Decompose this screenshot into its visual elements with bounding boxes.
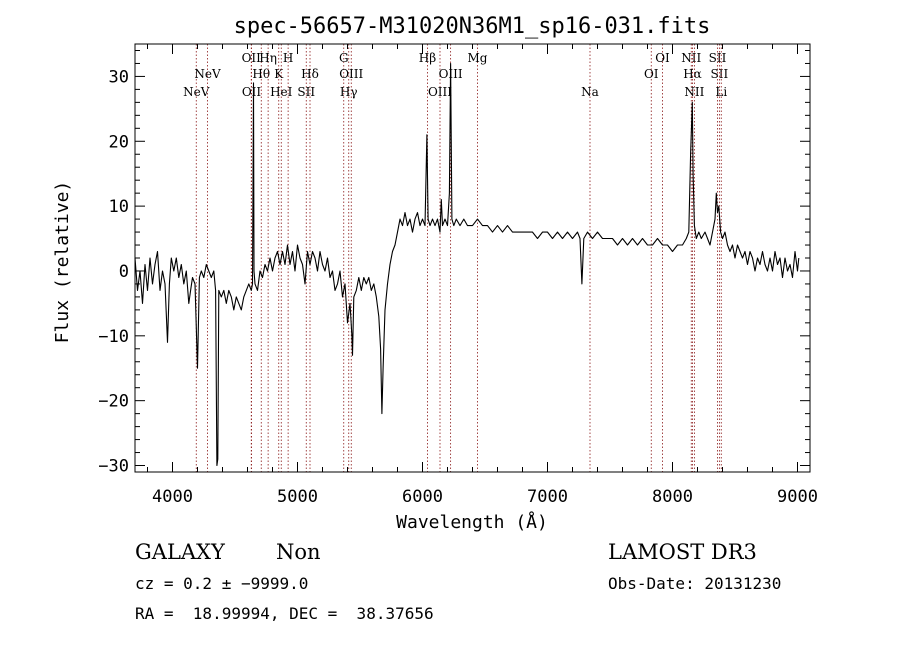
spectrum-line xyxy=(134,62,800,467)
line-marker-label-18: Na xyxy=(581,85,599,99)
x-tick-label: 9000 xyxy=(777,487,818,507)
x-axis-label: Wavelength (Å) xyxy=(396,511,548,533)
line-marker-layer: NeVNeVOIIOIIHθHηKHeIHSIIHδGHγOIIIHβOIIIO… xyxy=(183,44,728,472)
line-marker-label-4: Hθ xyxy=(252,67,270,81)
line-marker-label-22: Hα xyxy=(683,67,702,81)
plot-frame xyxy=(134,43,811,473)
line-marker-label-14: Hβ xyxy=(419,51,436,65)
line-marker-label-25: SII xyxy=(711,67,729,81)
line-marker-label-15: OIII xyxy=(428,85,452,99)
line-marker-label-24: SII xyxy=(709,51,727,65)
y-tick-label: 0 xyxy=(119,262,129,282)
spectrum-layer xyxy=(134,62,800,467)
line-marker-label-17: Mg xyxy=(468,51,488,65)
object-subclass: Non xyxy=(276,540,321,564)
line-marker-label-21: NII xyxy=(681,51,701,65)
line-marker-label-13: OIII xyxy=(339,67,363,81)
line-marker-label-8: H xyxy=(283,51,293,65)
y-tick-label: −20 xyxy=(98,392,129,412)
line-marker-label-0: NeV xyxy=(183,85,210,99)
redshift-info: cz = 0.2 ± −9999.0 xyxy=(135,574,308,593)
line-marker-label-12: Hγ xyxy=(340,85,358,99)
x-tick-label: 4000 xyxy=(152,487,193,507)
line-marker-label-11: G xyxy=(339,51,349,65)
line-marker-label-20: OI xyxy=(655,51,670,65)
x-tick-label: 6000 xyxy=(402,487,443,507)
axis-layer: 4000 5000 6000 7000 8000 9000 −30 −20 −10 0 10 20 30 xyxy=(98,44,818,507)
y-tick-label: −30 xyxy=(98,457,129,477)
y-axis-label: Flux (relative) xyxy=(52,181,73,344)
object-class: GALAXY xyxy=(135,540,226,564)
line-marker-label-19: OI xyxy=(644,67,659,81)
survey-name: LAMOST DR3 xyxy=(608,540,757,564)
x-tick-label: 5000 xyxy=(277,487,318,507)
line-marker-label-3: OII xyxy=(242,85,262,99)
x-tick-label: 8000 xyxy=(652,487,693,507)
y-tick-label: 10 xyxy=(109,197,129,217)
x-tick-label: 7000 xyxy=(527,487,568,507)
line-marker-label-1: NeV xyxy=(194,67,221,81)
line-marker-label-23: NII xyxy=(684,85,704,99)
line-marker-label-6: K xyxy=(274,67,284,81)
line-marker-label-7: HeI xyxy=(270,85,293,99)
y-tick-label: 20 xyxy=(109,132,129,152)
line-marker-label-26: Li xyxy=(715,85,727,99)
y-tick-label: 30 xyxy=(109,67,129,87)
line-marker-label-5: Hη xyxy=(259,51,277,65)
y-tick-label: −10 xyxy=(98,327,129,347)
chart-title: spec-56657-M31020N36M1_sp16-031.fits xyxy=(234,14,711,39)
obs-date: Obs-Date: 20131230 xyxy=(608,574,781,593)
line-marker-label-10: Hδ xyxy=(301,67,319,81)
line-marker-label-9: SII xyxy=(297,85,315,99)
coordinates: RA = 18.99994, DEC = 38.37656 xyxy=(135,604,434,623)
